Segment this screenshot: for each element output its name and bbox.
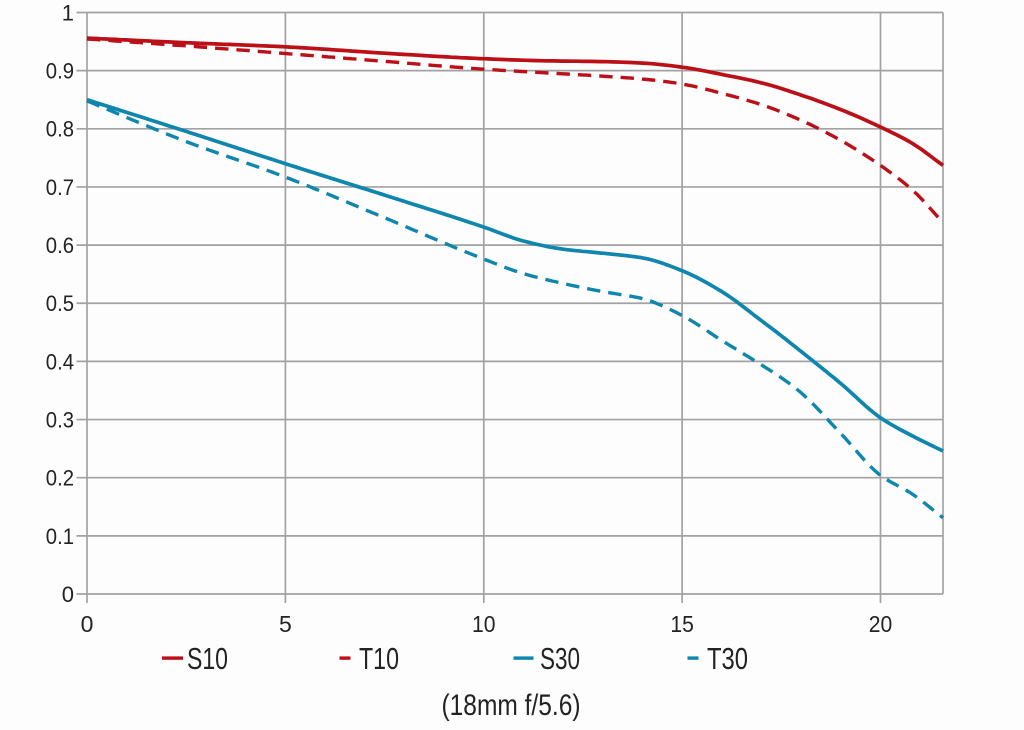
svg-text:0.3: 0.3 xyxy=(46,408,74,433)
svg-text:0.8: 0.8 xyxy=(46,117,74,142)
svg-text:0.2: 0.2 xyxy=(46,466,74,491)
svg-text:0: 0 xyxy=(81,611,94,637)
svg-text:15: 15 xyxy=(670,611,694,637)
svg-text:T10: T10 xyxy=(359,641,399,676)
svg-text:0.7: 0.7 xyxy=(46,175,74,200)
svg-text:0.1: 0.1 xyxy=(46,524,74,549)
svg-text:0: 0 xyxy=(62,582,74,607)
svg-text:S10: S10 xyxy=(187,641,228,676)
svg-text:T30: T30 xyxy=(707,641,748,676)
svg-text:0.9: 0.9 xyxy=(46,59,74,84)
svg-text:0.6: 0.6 xyxy=(46,233,74,258)
svg-text:10: 10 xyxy=(472,611,496,637)
svg-text:(18mm f/5.6): (18mm f/5.6) xyxy=(442,689,581,722)
svg-text:20: 20 xyxy=(869,611,893,637)
svg-text:5: 5 xyxy=(279,611,292,637)
svg-text:1: 1 xyxy=(62,0,74,25)
svg-text:S30: S30 xyxy=(540,641,580,676)
svg-text:0.5: 0.5 xyxy=(46,291,74,316)
svg-text:0.4: 0.4 xyxy=(46,349,74,374)
